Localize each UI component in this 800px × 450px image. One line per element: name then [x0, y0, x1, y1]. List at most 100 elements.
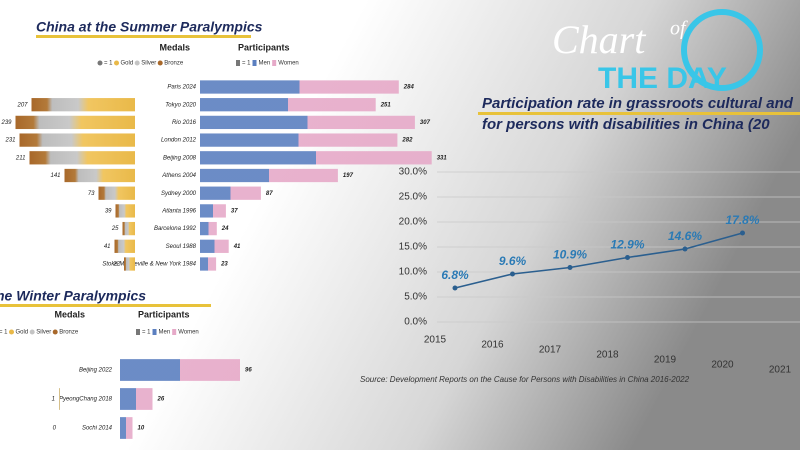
value-label: 12.9%	[610, 238, 644, 252]
title-underline	[478, 112, 800, 115]
y-tick-label: 15.0%	[399, 242, 427, 253]
participants-value: 41	[233, 244, 241, 250]
medals-heading: Medals	[159, 42, 190, 52]
participants-bar	[200, 98, 376, 112]
medals-bar	[19, 133, 135, 147]
medals-value: 0	[53, 426, 57, 432]
legend-label: Bronze	[59, 330, 79, 336]
legend-label: = 1	[104, 61, 113, 67]
x-tick-label: 2016	[481, 340, 504, 351]
participants-bar	[200, 168, 338, 183]
games-label: London 2012	[161, 138, 197, 144]
medals-bar	[31, 98, 135, 112]
legend-swatch	[29, 329, 35, 335]
legend-swatch	[136, 329, 140, 335]
legend-swatch	[9, 329, 15, 335]
participants-value: 307	[420, 120, 431, 126]
y-tick-label: 5.0%	[404, 292, 427, 303]
x-tick-label: 2017	[539, 345, 562, 356]
medals-bar	[59, 388, 60, 410]
value-label: 14.6%	[668, 229, 702, 243]
medals-value: 41	[104, 244, 111, 250]
logo: Chart of THE DAY	[552, 9, 763, 95]
chart-title: for persons with disabilities in China (…	[482, 116, 770, 133]
legend-label: Gold	[16, 330, 29, 336]
line	[454, 232, 743, 289]
legend-label: Men	[259, 61, 271, 67]
legend-label: Women	[278, 61, 299, 67]
legend-swatch	[172, 329, 177, 335]
value-label: 9.6%	[499, 254, 527, 268]
legend-label: = 1	[142, 330, 151, 336]
medals-value: 231	[4, 138, 15, 144]
legend-swatch	[97, 60, 103, 66]
logo-the-day: THE DAY	[598, 62, 727, 95]
games-label: Atlanta 1996	[161, 208, 196, 214]
medals-value: 22	[112, 262, 120, 268]
participants-heading: Participants	[238, 42, 290, 52]
medals-value: 1	[52, 397, 55, 403]
medals-value: 211	[15, 155, 26, 161]
participants-value: 331	[437, 155, 448, 161]
legend-label: Silver	[36, 330, 51, 336]
x-tick-label: 2021	[769, 365, 792, 376]
games-label: Paris 2024	[167, 85, 196, 91]
participants-value: 284	[403, 85, 415, 91]
legend-label: = 1	[242, 61, 251, 67]
games-label: Sochi 2014	[82, 426, 113, 432]
y-tick-label: 25.0%	[399, 192, 427, 203]
legend-swatch	[272, 60, 277, 66]
participants-bar	[200, 221, 217, 236]
participants-bar	[120, 359, 240, 381]
legend-swatch	[236, 60, 240, 66]
panel-title: China at the Summer Paralympics	[36, 19, 263, 35]
logo-of: of	[670, 18, 688, 40]
participants-value: 37	[231, 208, 238, 214]
legend-swatch	[52, 329, 58, 335]
medals-bar	[98, 186, 135, 200]
title-underline	[0, 304, 211, 307]
participants-value: 251	[380, 102, 392, 108]
medals-value: 141	[50, 173, 60, 179]
y-tick-label: 10.0%	[399, 267, 427, 278]
logo-chart: Chart	[552, 17, 646, 62]
medals-value: 73	[88, 191, 95, 197]
legend-label: Men	[159, 330, 171, 336]
value-label: 6.8%	[441, 268, 469, 282]
y-tick-label: 0.0%	[404, 317, 427, 328]
legend-swatch	[152, 329, 157, 335]
medals-value: 25	[111, 226, 119, 232]
participants-value: 23	[220, 262, 228, 268]
logo-ring	[681, 9, 763, 91]
legend-label: Gold	[121, 61, 134, 67]
legend-label: Silver	[141, 61, 156, 67]
participants-value: 26	[157, 397, 165, 403]
participants-heading: Participants	[138, 309, 190, 319]
title-underline	[36, 35, 251, 38]
participants-bar	[200, 80, 399, 94]
x-tick-label: 2020	[711, 360, 734, 371]
medals-bar	[29, 151, 135, 165]
participants-value: 282	[401, 138, 413, 144]
participants-bar	[200, 239, 229, 253]
y-tick-label: 30.0%	[399, 167, 427, 178]
games-label: PyeongChang 2018	[59, 397, 113, 403]
participants-value: 87	[266, 191, 273, 197]
participants-bar	[200, 204, 226, 218]
legend-label: Women	[178, 330, 199, 336]
games-label: Beijing 2022	[79, 368, 113, 374]
participants-bar	[200, 133, 398, 147]
x-tick-label: 2015	[424, 335, 447, 346]
value-label: 10.9%	[553, 248, 587, 262]
medals-value: 39	[105, 208, 112, 214]
medals-bar	[114, 239, 135, 253]
legend-label: Bronze	[164, 61, 184, 67]
games-label: Athens 2004	[161, 173, 196, 179]
medals-heading: Medals	[54, 309, 85, 319]
chart-title: Participation rate in grassroots cultura…	[482, 95, 794, 112]
value-label: 17.8%	[725, 213, 759, 227]
x-tick-label: 2018	[596, 350, 619, 361]
legend-swatch	[157, 60, 163, 66]
